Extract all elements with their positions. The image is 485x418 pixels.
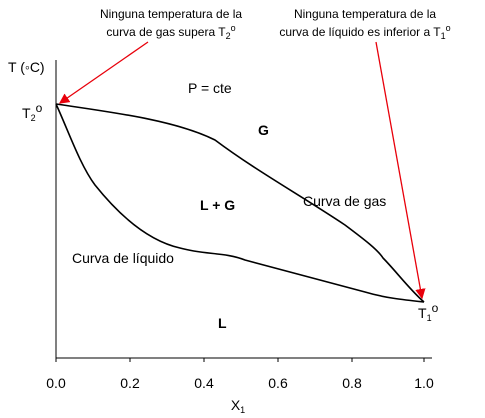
x-tick-2: 0.4 — [194, 375, 214, 391]
annotation-left-line2: curva de gas supera T2o — [106, 23, 235, 41]
t2-label: T2o — [22, 101, 43, 123]
t1-label: T1o — [418, 301, 439, 323]
x-tick-5: 1.0 — [414, 375, 434, 391]
x-tick-labels: 0.0 0.2 0.4 0.6 0.8 1.0 — [46, 375, 434, 391]
annotation-left-line1: Ninguna temperatura de la — [100, 7, 242, 21]
annotation-right-line1: Ninguna temperatura de la — [294, 7, 436, 21]
x-axis-label: X1 — [231, 397, 245, 415]
arrow-right — [375, 41, 426, 300]
annotation-right-line2: curva de líquido es inferior a T1o — [279, 23, 450, 41]
x-tick-1: 0.2 — [120, 375, 140, 391]
x-tick-0: 0.0 — [46, 375, 66, 391]
x-tick-4: 0.8 — [342, 375, 362, 391]
y-axis-label: T (◦C) — [8, 59, 45, 75]
pressure-label: P = cte — [188, 80, 232, 96]
curve-gas-label: Curva de gas — [303, 193, 386, 209]
gas-curve — [55, 103, 425, 303]
x-tick-marks — [55, 358, 425, 362]
region-two-phase: L + G — [200, 197, 235, 213]
curve-liquid-label: Curva de líquido — [72, 250, 174, 266]
region-gas: G — [258, 122, 269, 138]
region-liquid: L — [218, 315, 227, 331]
liquid-curve — [55, 103, 425, 303]
x-tick-3: 0.6 — [268, 375, 288, 391]
arrow-left — [58, 41, 149, 104]
